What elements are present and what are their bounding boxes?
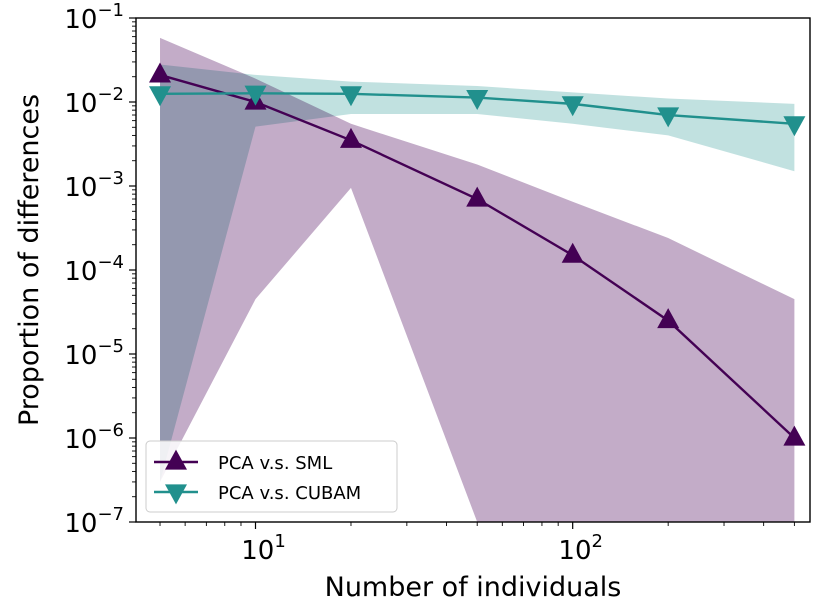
- plot-frame: [135, 17, 811, 523]
- y-tick-exponent: −2: [97, 84, 124, 105]
- marker-pca-cubam: [339, 86, 362, 107]
- y-tick-label: 10−7: [64, 504, 124, 539]
- marker-pca-cubam: [149, 86, 172, 107]
- legend-label: PCA v.s. CUBAM: [218, 483, 361, 504]
- band-pca-cubam: [160, 64, 795, 482]
- y-tick-label: 10−6: [64, 420, 124, 455]
- marker-pca-sml: [149, 62, 172, 83]
- y-tick-label: 10−1: [64, 0, 124, 35]
- y-tick-exponent: −1: [97, 0, 124, 21]
- y-tick-exponent: −7: [97, 504, 124, 525]
- y-tick-exponent: −4: [97, 252, 124, 273]
- marker-pca-cubam: [561, 96, 584, 117]
- y-tick-label: 10−2: [64, 84, 124, 119]
- marker-pca-sml: [339, 127, 362, 148]
- y-tick-label: 10−3: [64, 168, 124, 203]
- x-tick-base: 10: [558, 536, 591, 566]
- y-tick-base: 10: [64, 425, 97, 455]
- marker-pca-sml: [466, 186, 489, 207]
- x-tick-base: 10: [241, 536, 274, 566]
- y-tick-base: 10: [64, 257, 97, 287]
- marker-pca-sml: [561, 242, 584, 263]
- legend: PCA v.s. SML PCA v.s. CUBAM: [145, 440, 398, 513]
- y-tick-base: 10: [64, 89, 97, 119]
- series-markers: [149, 62, 806, 446]
- marker-pca-sml: [783, 425, 806, 446]
- y-tick-exponent: −3: [97, 168, 124, 189]
- y-tick-label: 10−4: [64, 252, 124, 287]
- x-tick-label: 101: [241, 531, 286, 566]
- legend-box: [145, 440, 398, 513]
- marker-pca-cubam: [657, 107, 680, 128]
- y-axis-label: Proportion of differences: [14, 94, 45, 426]
- band-pca-sml: [160, 37, 795, 523]
- marker-pca-cubam: [783, 116, 806, 137]
- y-tick-label: 10−5: [64, 336, 124, 371]
- y-tick-exponent: −5: [97, 336, 124, 357]
- marker-pca-cubam: [244, 85, 267, 106]
- legend-label: PCA v.s. SML: [218, 453, 332, 474]
- legend-marker: [165, 484, 187, 505]
- y-tick-base: 10: [64, 173, 97, 203]
- y-tick-base: 10: [64, 341, 97, 371]
- x-axis-label: Number of individuals: [325, 572, 622, 603]
- y-tick-exponent: −6: [97, 420, 124, 441]
- x-tick-exponent: 2: [592, 531, 603, 552]
- y-tick-base: 10: [64, 509, 97, 539]
- x-tick-exponent: 1: [274, 531, 285, 552]
- marker-pca-cubam: [466, 89, 489, 110]
- confidence-bands: [160, 37, 795, 523]
- x-tick-label: 102: [558, 531, 603, 566]
- marker-pca-sml: [657, 308, 680, 329]
- legend-marker: [165, 449, 187, 470]
- y-tick-base: 10: [64, 5, 97, 35]
